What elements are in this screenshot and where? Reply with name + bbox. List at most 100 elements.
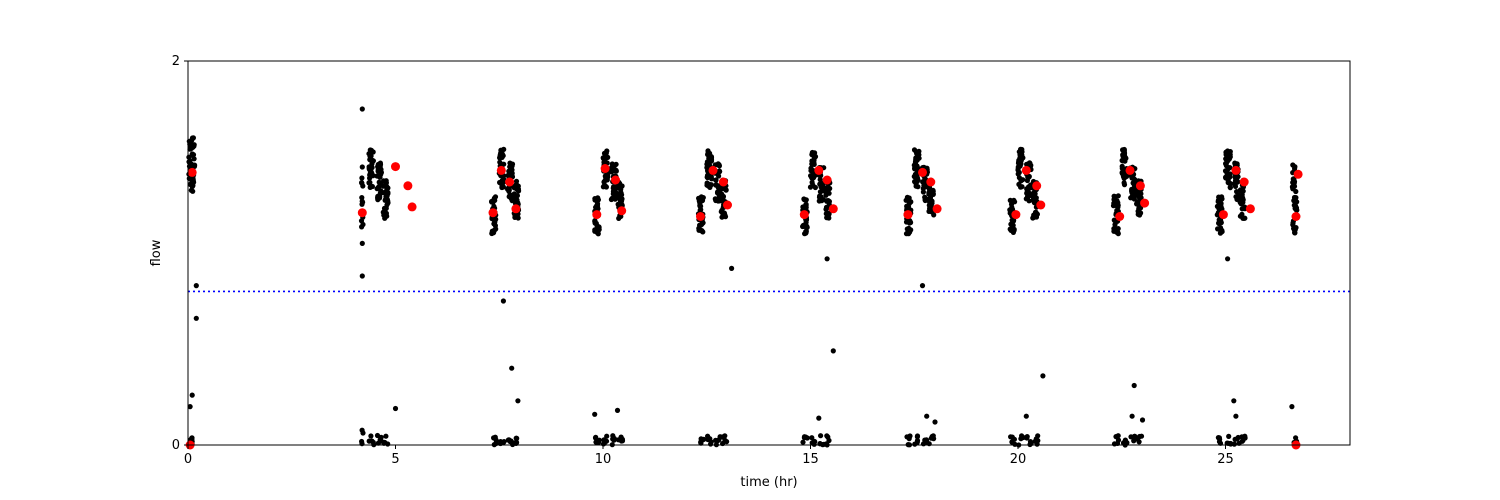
data-point [1138, 433, 1145, 439]
data-point [383, 433, 389, 439]
data-point [1017, 152, 1023, 158]
data-point [375, 194, 381, 200]
data-point [907, 229, 913, 235]
outlier-point [830, 348, 836, 354]
data-point [618, 438, 625, 444]
data-point [1019, 146, 1025, 153]
outlier-point [359, 106, 365, 112]
data-point [719, 434, 725, 440]
data-point [191, 156, 197, 162]
data-point [1028, 162, 1034, 168]
data-point [490, 230, 496, 236]
data-point [931, 436, 937, 442]
outlier-point [509, 365, 515, 371]
highlight-point [1293, 169, 1303, 179]
highlight-point [1291, 212, 1301, 221]
data-point [1232, 181, 1238, 187]
highlight-point [1021, 165, 1031, 175]
x-tick-label: 25 [1217, 452, 1234, 467]
data-point [931, 212, 937, 218]
highlight-point [1036, 200, 1046, 210]
data-point [601, 156, 607, 162]
data-point [491, 435, 497, 441]
data-point [1131, 176, 1137, 182]
outlier-point [1040, 373, 1046, 379]
data-point [605, 174, 611, 180]
data-point [1115, 433, 1121, 439]
data-point [1218, 229, 1224, 235]
data-point [705, 175, 711, 181]
data-point [370, 149, 376, 155]
outlier-point [1289, 404, 1295, 410]
data-point [1226, 154, 1232, 160]
data-point [823, 192, 829, 198]
data-point [375, 168, 381, 174]
highlight-point [903, 210, 913, 220]
data-point [1234, 175, 1240, 181]
data-point [922, 197, 928, 204]
data-point [1216, 194, 1222, 200]
y-axis-label: flow [149, 239, 164, 266]
data-point [1227, 165, 1233, 171]
data-point [827, 185, 833, 192]
plot-area-frame [187, 60, 1351, 446]
highlight-point [1239, 177, 1249, 187]
data-point [501, 146, 507, 152]
data-point [927, 192, 934, 198]
data-point [594, 202, 600, 209]
data-point [500, 440, 506, 446]
data-point [374, 186, 380, 192]
outlier-point [1225, 256, 1231, 262]
data-point [1033, 214, 1039, 220]
data-point [1134, 188, 1140, 195]
highlight-point [926, 177, 936, 187]
highlight-point [617, 206, 627, 216]
data-points-layer [186, 106, 1300, 448]
data-point [1239, 211, 1245, 217]
data-point [1032, 209, 1039, 215]
data-point [509, 163, 515, 169]
data-point [720, 193, 726, 199]
data-point [366, 438, 372, 444]
highlight-point [718, 177, 728, 187]
data-point [708, 154, 714, 160]
data-point [914, 175, 921, 181]
data-point [1240, 215, 1246, 221]
data-point [708, 439, 714, 445]
data-point [491, 195, 497, 201]
highlight-point [496, 165, 506, 175]
outlier-point [729, 265, 735, 271]
data-point [1115, 226, 1121, 232]
data-point [1227, 184, 1233, 190]
highlight-point [828, 204, 838, 214]
data-point [705, 149, 711, 155]
data-point [609, 161, 615, 167]
data-point [929, 200, 935, 206]
data-point [359, 164, 365, 170]
data-point [1121, 148, 1127, 154]
data-point [513, 214, 519, 220]
y-tick-label: 0 [172, 438, 180, 453]
data-point [497, 159, 503, 165]
data-point [706, 162, 713, 168]
data-point [595, 197, 602, 203]
data-point [1136, 211, 1142, 218]
highlight-point [403, 181, 413, 191]
data-point [615, 183, 621, 189]
data-point [1293, 435, 1299, 441]
data-point [377, 163, 383, 169]
data-point [716, 163, 723, 169]
outlier-point [816, 415, 822, 421]
highlight-point [357, 208, 367, 218]
data-point [500, 184, 506, 190]
data-point [506, 168, 512, 174]
data-point [1218, 218, 1224, 224]
x-tick-label: 20 [1010, 452, 1027, 467]
x-tick-label: 10 [595, 452, 612, 467]
highlight-point [918, 167, 927, 177]
data-point [803, 230, 809, 236]
data-point [807, 184, 814, 190]
highlight-point [600, 164, 610, 173]
data-point [383, 178, 389, 184]
